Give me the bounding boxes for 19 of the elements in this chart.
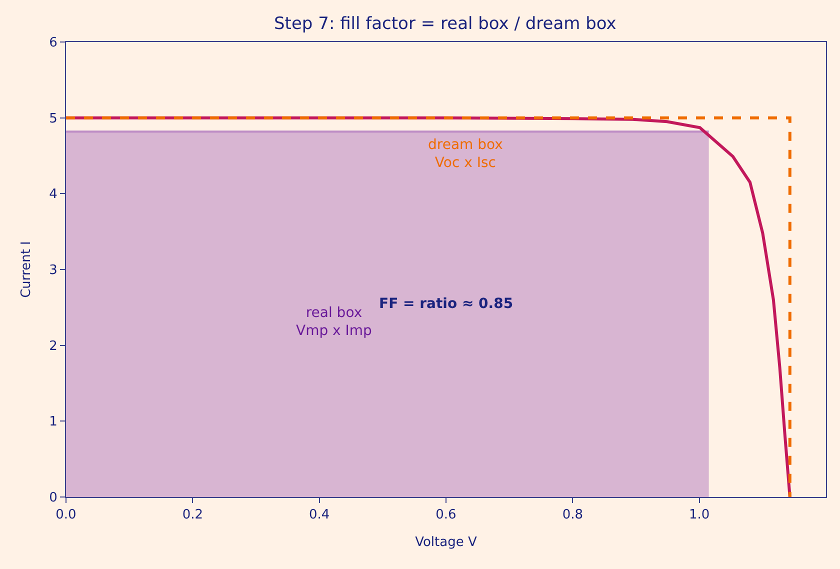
annotation: real box Vmp x Imp	[296, 305, 372, 340]
x-tick-label: 0.6	[436, 508, 456, 523]
y-tick-label: 4	[49, 187, 58, 202]
y-tick-label: 2	[49, 338, 58, 354]
y-tick-label: 6	[49, 36, 58, 51]
annotation: FF = ratio ≈ 0.85	[379, 296, 514, 312]
y-axis-title: Current I	[19, 241, 34, 298]
y-tick-label: 5	[49, 111, 58, 126]
chart-title: Step 7: fill factor = real box / dream box	[274, 14, 616, 34]
y-tick-label: 0	[49, 490, 58, 506]
y-tick-label: 3	[49, 263, 58, 278]
x-tick-label: 0.4	[308, 508, 330, 523]
x-tick-label: 0.8	[562, 508, 584, 523]
x-axis-title: Voltage V	[415, 535, 477, 550]
annotation: dream box Voc x Isc	[428, 137, 503, 172]
x-tick-label: 0.0	[56, 508, 76, 523]
x-tick-label: 0.2	[182, 508, 204, 523]
y-tick-label: 1	[49, 414, 58, 430]
x-tick-label: 1.0	[688, 508, 710, 523]
